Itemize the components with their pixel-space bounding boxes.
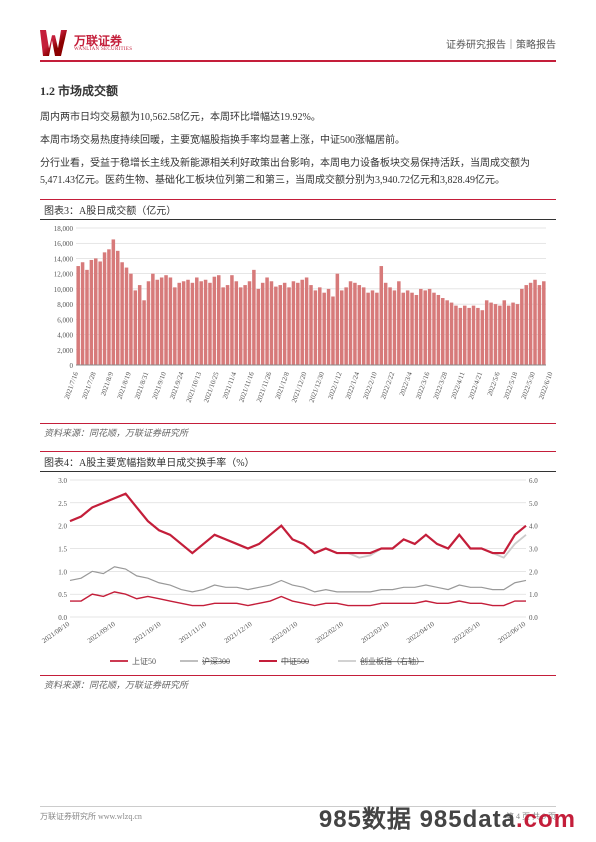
svg-text:10,000: 10,000: [54, 286, 74, 294]
svg-text:6.0: 6.0: [529, 477, 538, 485]
svg-text:创业板指（右轴）: 创业板指（右轴）: [360, 656, 424, 666]
svg-text:1.5: 1.5: [58, 546, 67, 554]
svg-text:2022/5/30: 2022/5/30: [520, 370, 537, 400]
svg-text:14,000: 14,000: [54, 255, 74, 263]
paragraph-2: 本周市场交易热度持续回暖，主要宽幅股指换手率均显著上涨，中证500涨幅居前。: [40, 132, 556, 149]
header-meta: 证券研究报告｜策略报告: [446, 36, 556, 51]
logo: 万联证券 WANLIAN SECURITIES: [40, 30, 132, 56]
svg-text:0.0: 0.0: [529, 614, 538, 622]
watermark: 985数据 985data.com: [319, 799, 576, 834]
section-title: 1.2 市场成交额: [40, 82, 556, 99]
svg-text:16,000: 16,000: [54, 240, 74, 248]
svg-text:2022/2/10: 2022/2/10: [362, 370, 379, 400]
svg-text:1.0: 1.0: [58, 568, 67, 576]
svg-text:2.5: 2.5: [58, 500, 67, 508]
svg-text:2021/08/10: 2021/08/10: [40, 620, 71, 645]
svg-text:2021/10/13: 2021/10/13: [185, 370, 204, 403]
svg-text:2.0: 2.0: [529, 568, 538, 576]
svg-text:2021/09/10: 2021/09/10: [86, 620, 117, 645]
svg-text:2021/7/16: 2021/7/16: [63, 370, 80, 400]
svg-text:沪深300: 沪深300: [202, 656, 230, 666]
svg-text:2021/7/28: 2021/7/28: [80, 370, 97, 400]
svg-text:2021/11/26: 2021/11/26: [255, 370, 274, 403]
svg-text:2021/8/9: 2021/8/9: [99, 370, 115, 397]
svg-text:2022/05/10: 2022/05/10: [451, 620, 482, 645]
chart4-source: 资料来源：同花顺，万联证券研究所: [40, 675, 556, 693]
svg-text:2022/2/22: 2022/2/22: [379, 370, 396, 400]
svg-text:上证50: 上证50: [132, 657, 156, 666]
main-content: 1.2 市场成交额 周内两市日均交易额为10,562.58亿元，本周环比增幅达1…: [40, 62, 556, 693]
paragraph-1: 周内两市日均交易额为10,562.58亿元，本周环比增幅达19.92%。: [40, 109, 556, 126]
chart4-svg: 0.00.51.01.52.02.53.00.01.02.03.04.05.06…: [40, 472, 556, 672]
logo-text: 万联证券 WANLIAN SECURITIES: [74, 35, 132, 52]
svg-text:2021/11/4: 2021/11/4: [221, 370, 238, 400]
svg-text:2021/11/10: 2021/11/10: [177, 620, 208, 645]
chart3-block: 图表3：A股日成交额（亿元） 0 2,000 4,000 6,000 8,000 10,0…: [40, 199, 556, 441]
svg-text:18,000: 18,000: [54, 225, 74, 233]
svg-text:0: 0: [70, 362, 74, 370]
page-header: 万联证券 WANLIAN SECURITIES 证券研究报告｜策略报告: [40, 0, 556, 62]
logo-cn: 万联证券: [74, 35, 132, 47]
svg-text:4,000: 4,000: [57, 332, 73, 340]
watermark-3: com: [524, 806, 576, 833]
svg-text:4.0: 4.0: [529, 523, 538, 531]
chart4-title: 图表4：A股主要宽幅指数单日成交换手率（%）: [40, 451, 556, 472]
watermark-1: 985数据: [319, 806, 412, 833]
logo-icon: [40, 30, 70, 56]
svg-text:2.0: 2.0: [58, 523, 67, 531]
svg-text:2022/1/12: 2022/1/12: [326, 370, 343, 400]
svg-text:2022/3/16: 2022/3/16: [414, 370, 431, 400]
chart4-block: 图表4：A股主要宽幅指数单日成交换手率（%） 0.0 0.5 1.0 1.5 2.0 2.…: [40, 451, 556, 693]
watermark-2: 985data: [420, 806, 516, 833]
svg-text:12,000: 12,000: [54, 271, 74, 279]
svg-text:2022/5/6: 2022/5/6: [486, 370, 502, 397]
watermark-dot: .: [516, 806, 524, 833]
svg-text:6,000: 6,000: [57, 316, 73, 324]
svg-text:2021/12/10: 2021/12/10: [223, 620, 254, 645]
svg-text:2,000: 2,000: [57, 347, 73, 355]
svg-text:8,000: 8,000: [57, 301, 73, 309]
svg-text:2021/11/16: 2021/11/16: [237, 370, 256, 403]
svg-text:5.0: 5.0: [529, 500, 538, 508]
svg-text:2022/01/10: 2022/01/10: [268, 620, 299, 645]
svg-text:1.0: 1.0: [529, 591, 538, 599]
chart3-svg: 0 2,000 4,000 6,000 8,000 10,000 12,000 14,000 1…: [40, 220, 556, 420]
svg-text:2022/03/10: 2022/03/10: [360, 620, 391, 645]
svg-text:3.0: 3.0: [58, 477, 67, 485]
svg-text:2022/04/10: 2022/04/10: [405, 620, 436, 645]
svg-text:2021/10/10: 2021/10/10: [132, 620, 163, 645]
chart3-title: 图表3：A股日成交额（亿元）: [40, 199, 556, 220]
svg-text:2021/8/31: 2021/8/31: [133, 370, 150, 400]
logo-en: WANLIAN SECURITIES: [74, 47, 132, 52]
svg-text:2022/06/10: 2022/06/10: [496, 620, 527, 645]
svg-text:2021/9/10: 2021/9/10: [151, 370, 168, 400]
svg-text:2021/12/8: 2021/12/8: [274, 370, 291, 400]
svg-text:2022/4/21: 2022/4/21: [467, 370, 484, 400]
svg-text:2022/02/10: 2022/02/10: [314, 620, 345, 645]
report-page: 万联证券 WANLIAN SECURITIES 证券研究报告｜策略报告 1.2 …: [0, 0, 596, 842]
svg-text:2021/12/30: 2021/12/30: [308, 370, 327, 403]
svg-text:0.5: 0.5: [58, 591, 67, 599]
svg-text:2022/6/10: 2022/6/10: [537, 370, 554, 400]
svg-text:2022/3/4: 2022/3/4: [398, 370, 414, 397]
chart3-source: 资料来源：同花顺，万联证券研究所: [40, 423, 556, 441]
svg-text:3.0: 3.0: [529, 546, 538, 554]
footer-left: 万联证券研究所 www.wlzq.cn: [40, 811, 142, 822]
svg-text:2021/10/25: 2021/10/25: [202, 370, 221, 403]
svg-text:中证500: 中证500: [281, 656, 309, 666]
svg-text:2021/12/20: 2021/12/20: [290, 370, 309, 403]
paragraph-3: 分行业看，受益于稳增长主线及新能源相关利好政策出台影响，本周电力设备板块交易保持…: [40, 155, 556, 189]
svg-text:2022/3/28: 2022/3/28: [432, 370, 449, 400]
svg-text:2022/5/18: 2022/5/18: [502, 370, 519, 400]
svg-text:2021/9/24: 2021/9/24: [168, 370, 185, 400]
svg-text:2022/4/11: 2022/4/11: [449, 370, 466, 400]
svg-text:2022/1/24: 2022/1/24: [344, 370, 361, 400]
svg-text:2021/8/19: 2021/8/19: [116, 370, 133, 400]
